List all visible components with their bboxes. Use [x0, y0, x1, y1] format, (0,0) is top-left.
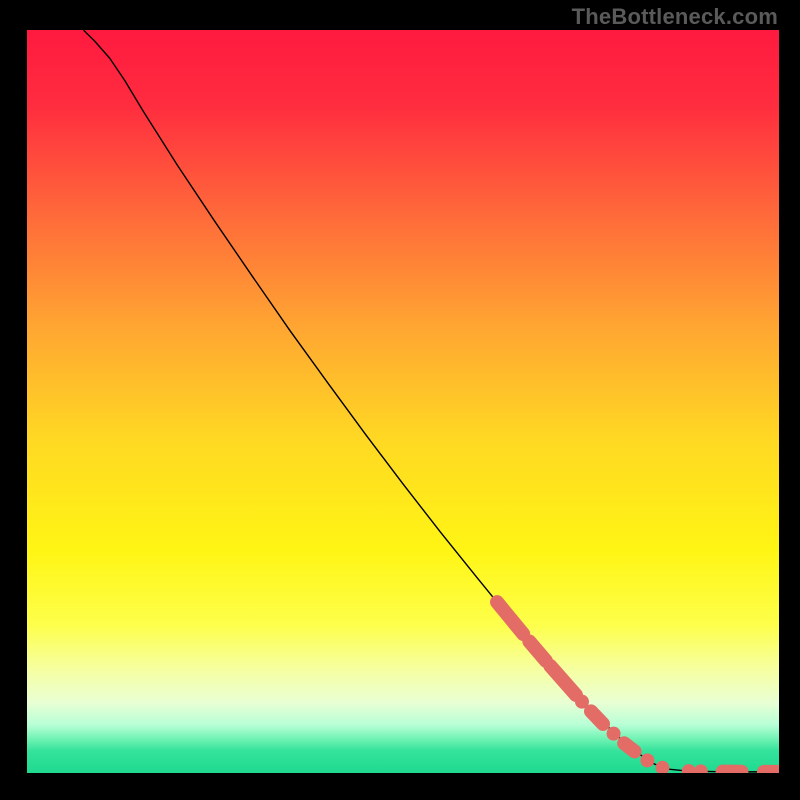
marker-dot: [640, 753, 654, 767]
chart-container: [27, 30, 779, 773]
chart-svg: [27, 30, 779, 773]
marker-dash: [591, 711, 603, 724]
watermark-text: TheBottleneck.com: [572, 4, 778, 30]
marker-dot: [607, 727, 621, 741]
marker-dash: [624, 743, 635, 751]
chart-background: [27, 30, 779, 773]
